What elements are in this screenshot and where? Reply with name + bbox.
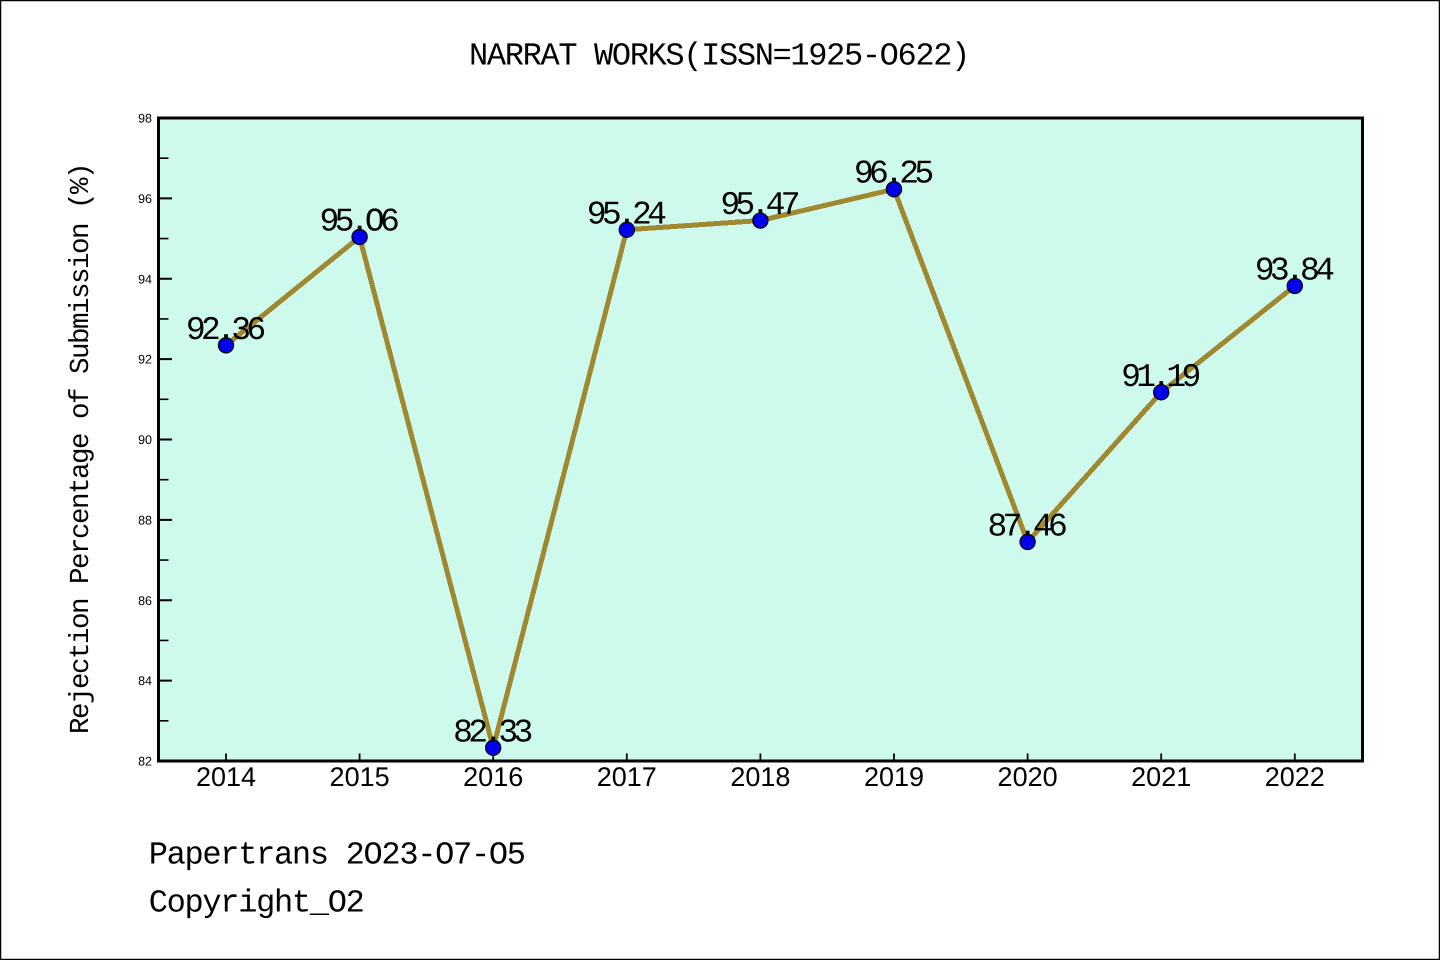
svg-text:92.36: 92.36 xyxy=(186,312,264,349)
svg-text:95.O6: 95.O6 xyxy=(320,203,398,240)
svg-text:2014: 2014 xyxy=(196,762,256,792)
svg-text:92: 92 xyxy=(138,353,152,367)
svg-text:84: 84 xyxy=(138,674,152,688)
svg-text:82.33: 82.33 xyxy=(453,714,531,751)
svg-text:Rejection Percentage of Submis: Rejection Percentage of Submission (%) xyxy=(66,164,97,734)
svg-text:96: 96 xyxy=(138,192,152,206)
svg-text:2021: 2021 xyxy=(1131,762,1191,792)
svg-text:Papertrans 2O23-O7-O5: Papertrans 2O23-O7-O5 xyxy=(149,837,525,874)
svg-text:96.25: 96.25 xyxy=(854,156,932,193)
svg-text:2015: 2015 xyxy=(330,762,390,792)
svg-text:2019: 2019 xyxy=(864,762,924,792)
svg-text:2018: 2018 xyxy=(730,762,790,792)
svg-text:2016: 2016 xyxy=(463,762,523,792)
svg-text:91.19: 91.19 xyxy=(1121,359,1199,396)
svg-text:94: 94 xyxy=(138,272,152,286)
svg-text:95.47: 95.47 xyxy=(720,187,798,224)
svg-text:87.46: 87.46 xyxy=(988,508,1066,545)
svg-text:2020: 2020 xyxy=(998,762,1058,792)
svg-text:86: 86 xyxy=(138,594,152,608)
svg-text:90: 90 xyxy=(138,433,152,447)
svg-text:95.24: 95.24 xyxy=(587,196,666,233)
svg-text:2022: 2022 xyxy=(1265,762,1325,792)
svg-text:82: 82 xyxy=(138,755,152,769)
svg-text:NARRAT WORKS(ISSN=1925-O622): NARRAT WORKS(ISSN=1925-O622) xyxy=(469,38,969,75)
svg-text:98: 98 xyxy=(138,112,152,126)
svg-text:2017: 2017 xyxy=(597,762,657,792)
svg-text:93.84: 93.84 xyxy=(1255,252,1334,289)
svg-text:88: 88 xyxy=(138,513,152,527)
svg-text:Copyright_O2: Copyright_O2 xyxy=(149,885,364,922)
